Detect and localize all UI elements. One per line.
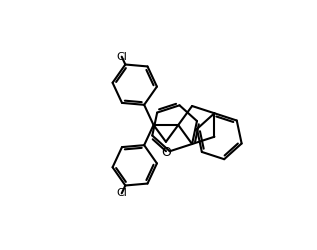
- Text: O: O: [161, 146, 171, 159]
- Text: Cl: Cl: [116, 188, 127, 198]
- Text: Cl: Cl: [116, 52, 127, 62]
